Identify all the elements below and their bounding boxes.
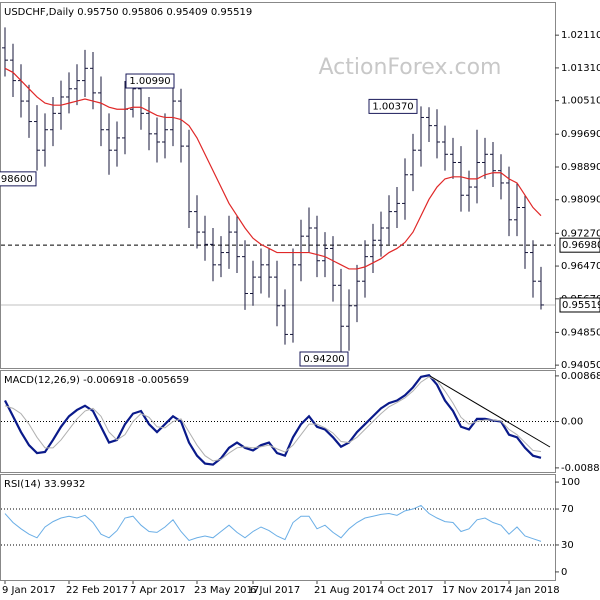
y-tick-label: -0.008818 xyxy=(561,463,600,474)
annotation-box xyxy=(299,351,349,367)
annotation-label: 1.00370 xyxy=(372,101,413,112)
y-tick-label: 0 xyxy=(561,567,567,578)
y-tick-label: 1.01310 xyxy=(561,63,600,74)
price-label: 0.96980 xyxy=(562,240,600,251)
price-label: 0.95519 xyxy=(562,300,600,311)
indicator-line xyxy=(4,374,542,466)
x-tick-label: 6 Jul 2017 xyxy=(250,585,300,596)
x-tick-label: 17 Nov 2017 xyxy=(442,585,506,596)
y-tick-label: 30 xyxy=(561,540,574,551)
trend-line xyxy=(429,375,551,448)
y-tick-label: 0.94050 xyxy=(561,360,600,371)
y-tick-label: 100 xyxy=(561,477,580,488)
annotation-box xyxy=(0,171,37,187)
annotation-label: 0.94200 xyxy=(303,354,344,365)
x-tick-label: 4 Jan 2018 xyxy=(506,585,560,596)
x-tick-label: 21 Aug 2017 xyxy=(314,585,378,596)
pane-title: MACD(12,26,9) -0.006918 -0.005659 xyxy=(4,375,189,386)
annotation-box xyxy=(368,98,418,114)
y-tick-label: 1.02110 xyxy=(561,30,600,41)
y-tick-label: 0.98890 xyxy=(561,162,600,173)
x-tick-label: 9 Jan 2017 xyxy=(2,585,56,596)
y-tick-label: 0.00868 xyxy=(561,371,600,382)
price-label-box xyxy=(559,297,600,313)
y-tick-label: 0.98090 xyxy=(561,195,600,206)
pane-title: USDCHF,Daily 0.95750 0.95806 0.95409 0.9… xyxy=(4,7,252,18)
annotation-label: 1.00990 xyxy=(129,76,170,87)
y-tick-label: 0.96470 xyxy=(561,261,600,272)
y-tick-label: 0.00 xyxy=(561,417,583,428)
y-tick-label: 0.99690 xyxy=(561,129,600,140)
x-tick-label: 4 Oct 2017 xyxy=(378,585,433,596)
y-tick-label: 70 xyxy=(561,504,574,515)
indicator-line xyxy=(4,504,542,542)
x-tick-label: 23 May 2017 xyxy=(194,585,259,596)
y-tick-label: 1.00510 xyxy=(561,96,600,107)
y-tick-label: 0.97270 xyxy=(561,228,600,239)
indicator-line xyxy=(4,376,542,462)
y-tick-label: 0.94850 xyxy=(561,327,600,338)
annotation-box xyxy=(125,73,175,89)
x-tick-label: 22 Feb 2017 xyxy=(66,585,128,596)
price-label-box xyxy=(559,237,600,253)
x-tick-label: 7 Apr 2017 xyxy=(130,585,185,596)
moving-average xyxy=(4,67,542,270)
annotation-label: 0.98600 xyxy=(0,174,33,185)
pane-title: RSI(14) 33.9932 xyxy=(4,479,85,490)
pane-frame xyxy=(0,474,556,581)
watermark: ActionForex.com xyxy=(319,55,502,80)
